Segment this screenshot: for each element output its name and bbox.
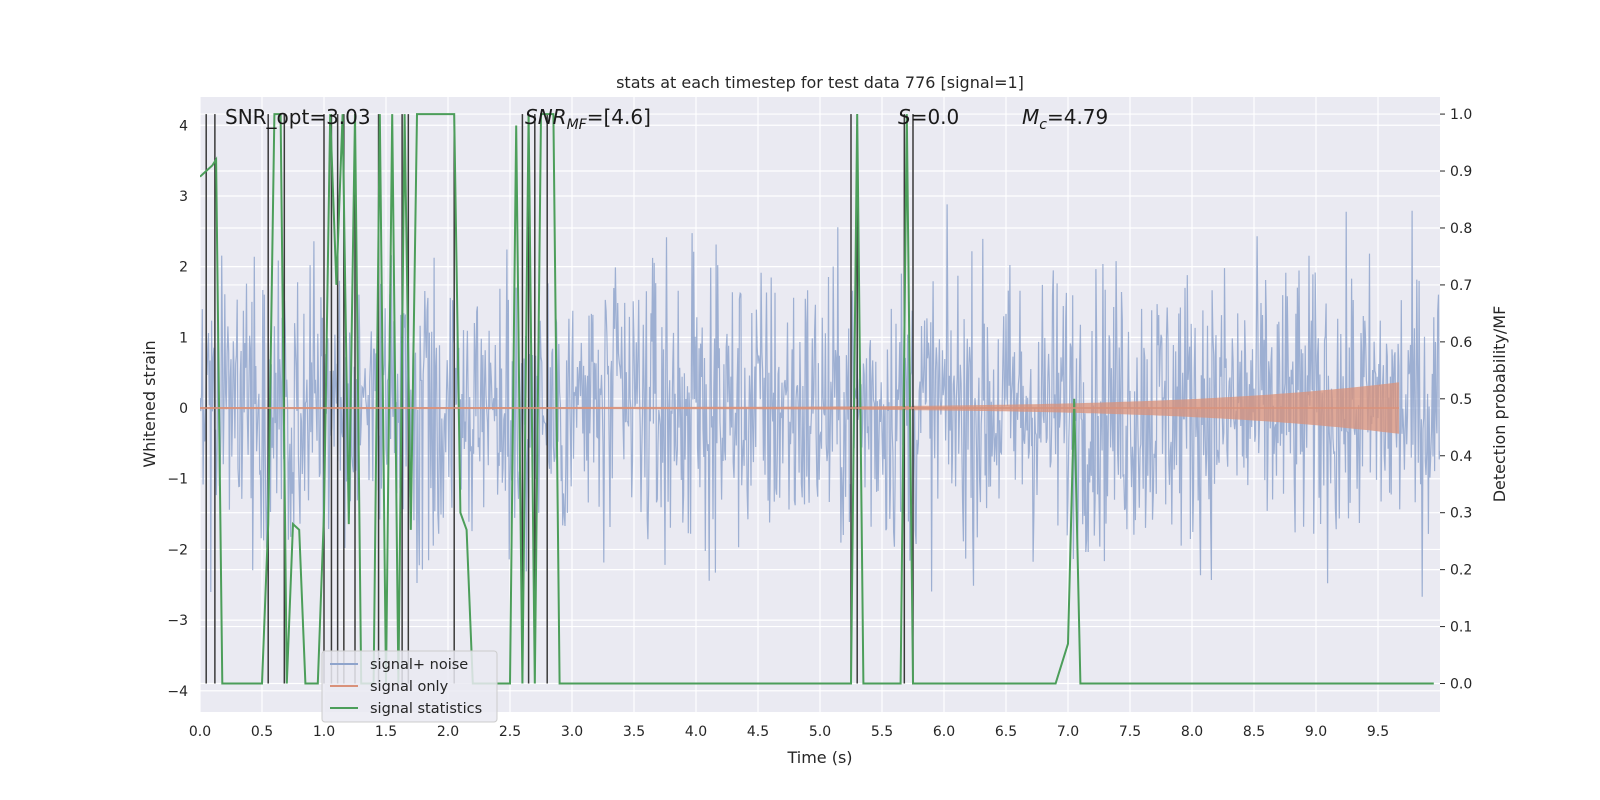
y-right-tick-label: 0.8: [1450, 221, 1472, 237]
chart-title: stats at each timestep for test data 776…: [616, 73, 1024, 92]
x-tick-label: 3.5: [623, 724, 645, 740]
x-tick-label: 0.0: [189, 724, 211, 740]
x-tick-label: 5.5: [871, 724, 893, 740]
x-tick-label: 3.0: [561, 724, 583, 740]
x-tick-label: 2.0: [437, 724, 459, 740]
chirp-mass-value: =4.79: [1047, 105, 1108, 129]
snr-mf-value: =[4.6]: [587, 105, 651, 129]
annotation-snr-mf: SNRMF=[4.6]: [525, 105, 651, 133]
legend: signal+ noise signal only signal statist…: [321, 650, 498, 723]
x-tick-label: 9.0: [1305, 724, 1327, 740]
y-left-axis-label: Whitened strain: [140, 340, 159, 467]
y-left-tick-label: 0: [179, 401, 188, 417]
annotation-s-stat: S=0.0: [898, 105, 959, 129]
snr-mf-symbol: SNR: [525, 105, 567, 129]
y-left-axis-ticks: −4 −3 −2 −1 0 1 2 3 4: [167, 118, 188, 700]
legend-box: [321, 650, 498, 723]
x-tick-label: 6.5: [995, 724, 1017, 740]
y-right-tick-label: 1.0: [1450, 107, 1472, 123]
x-tick-label: 6.0: [933, 724, 955, 740]
x-tick-label: 0.5: [251, 724, 273, 740]
y-left-tick-label: 1: [179, 330, 188, 346]
y-right-tick-label: 0.0: [1450, 677, 1472, 693]
detection-markers: [205, 114, 914, 684]
legend-label-signal-statistics: signal statistics: [370, 701, 482, 717]
snr-mf-subscript: MF: [567, 117, 588, 133]
y-right-tick-label: 0.3: [1450, 506, 1472, 522]
x-tick-label: 7.5: [1119, 724, 1141, 740]
y-left-tick-label: −2: [167, 542, 188, 558]
annotation-snr-opt: SNR_opt=3.03: [225, 105, 371, 129]
y-right-tick-label: 0.9: [1450, 164, 1472, 180]
y-right-tick-label: 0.6: [1450, 335, 1472, 351]
legend-label-signal-plus-noise: signal+ noise: [370, 657, 468, 673]
y-left-tick-label: −3: [167, 613, 188, 629]
series-signal-plus-noise: [200, 204, 1440, 597]
x-tick-label: 4.0: [685, 724, 707, 740]
x-tick-label: 8.5: [1243, 724, 1265, 740]
x-tick-label: 5.0: [809, 724, 831, 740]
x-axis-ticks: 0.0 0.5 1.0 1.5 2.0 2.5 3.0 3.5 4.0 4.5 5.0 5.5 6.0 6…: [189, 724, 1389, 740]
s-stat-symbol: S: [898, 105, 911, 129]
legend-label-signal-only: signal only: [370, 679, 449, 695]
y-right-tick-label: 0.7: [1450, 278, 1472, 294]
y-left-tick-label: −1: [167, 472, 188, 488]
y-right-tick-label: 0.5: [1450, 392, 1472, 408]
s-stat-value: =0.0: [911, 105, 960, 129]
y-left-tick-label: 2: [179, 260, 188, 276]
y-right-axis-label: Detection probability/MF: [1490, 306, 1509, 503]
y-right-tick-label: 0.2: [1450, 563, 1472, 579]
x-tick-label: 1.5: [375, 724, 397, 740]
x-tick-label: 2.5: [499, 724, 521, 740]
annotation-chirp-mass: Mc=4.79: [1022, 105, 1108, 133]
x-tick-label: 7.0: [1057, 724, 1079, 740]
chirp-mass-symbol: M: [1022, 105, 1039, 129]
y-left-tick-label: 4: [179, 118, 188, 134]
y-right-axis-ticks: 0.0 0.1 0.2 0.3 0.4 0.5 0.6 0.7 0.8 0.9 1.0: [1440, 107, 1472, 693]
x-axis-label: Time (s): [786, 748, 852, 767]
x-tick-label: 1.0: [313, 724, 335, 740]
y-left-tick-label: −4: [167, 684, 188, 700]
chirp-mass-subscript: c: [1039, 117, 1047, 133]
y-left-tick-label: 3: [179, 189, 188, 205]
x-tick-label: 4.5: [747, 724, 769, 740]
x-tick-label: 8.0: [1181, 724, 1203, 740]
y-right-tick-label: 0.1: [1450, 620, 1472, 636]
y-right-tick-label: 0.4: [1450, 449, 1472, 465]
x-tick-label: 9.5: [1367, 724, 1389, 740]
